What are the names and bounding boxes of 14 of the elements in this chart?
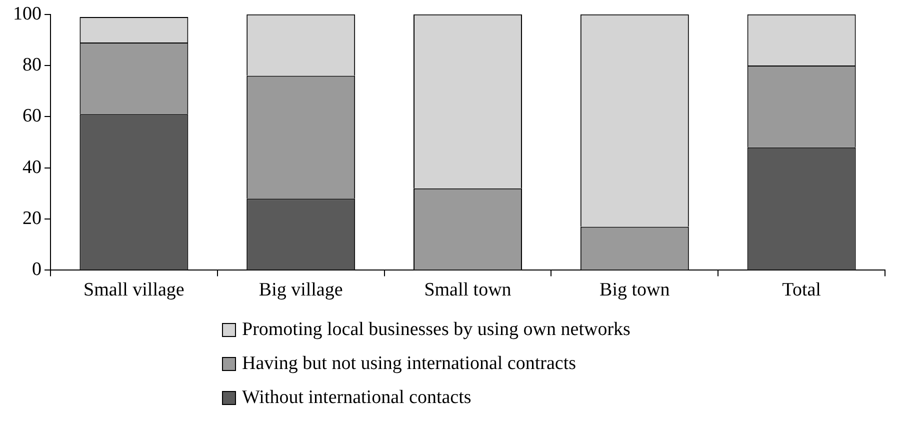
legend-label: Having but not using international contracts <box>242 352 576 376</box>
x-tick-label: Big town <box>600 280 670 301</box>
y-tick-label: 20 <box>22 208 42 230</box>
y-tick-label: 0 <box>32 259 42 280</box>
legend-label: Without international contacts <box>242 386 472 410</box>
x-tick-label: Total <box>782 280 821 301</box>
legend-label: Promoting local businesses by using own networks <box>242 318 630 342</box>
x-tick-label: Small village <box>84 280 184 301</box>
y-tick-label: 80 <box>22 54 42 76</box>
x-tick-label: Big village <box>258 280 343 301</box>
x-tick-label: Small town <box>424 280 512 301</box>
y-tick-label: 60 <box>22 106 42 127</box>
y-tick-label: 100 <box>13 3 42 24</box>
y-tick-label: 40 <box>22 156 42 178</box>
